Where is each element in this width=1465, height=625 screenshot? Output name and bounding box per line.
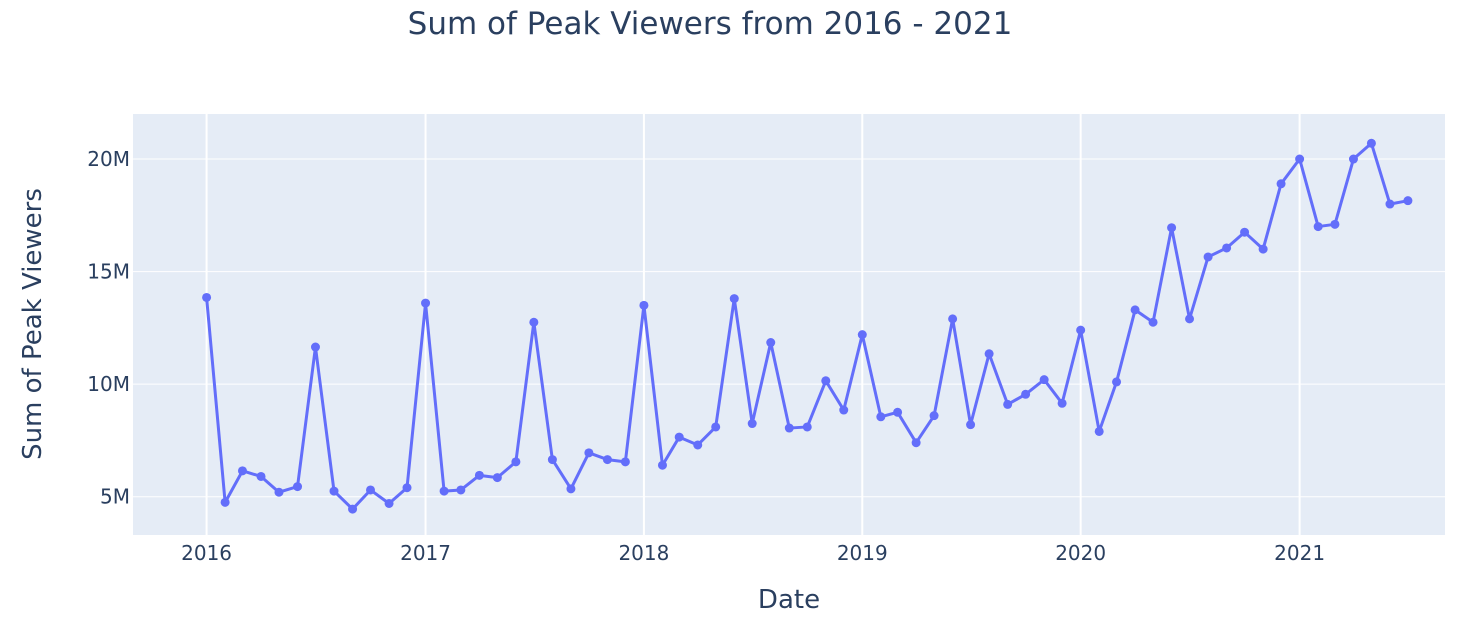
data-point[interactable] (366, 485, 376, 495)
data-point[interactable] (439, 486, 449, 496)
data-point[interactable] (1003, 399, 1013, 409)
data-point[interactable] (729, 294, 739, 304)
data-point[interactable] (1348, 154, 1358, 164)
data-point[interactable] (1403, 196, 1413, 206)
data-point[interactable] (566, 484, 576, 494)
y-axis-title: Sum of Peak Viewers (18, 188, 48, 460)
data-point[interactable] (1112, 377, 1122, 387)
data-point[interactable] (1222, 243, 1232, 253)
x-tick-label: 2020 (1055, 541, 1106, 565)
series-layer (202, 138, 1413, 514)
data-point[interactable] (402, 483, 412, 493)
data-point[interactable] (529, 317, 539, 327)
data-point[interactable] (1021, 389, 1031, 399)
data-point[interactable] (766, 338, 776, 348)
data-point[interactable] (1185, 314, 1195, 324)
x-axis-ticks: 2016 2017 2018 2019 2020 2021 (181, 541, 1325, 565)
data-point[interactable] (1076, 325, 1086, 335)
data-point[interactable] (421, 298, 431, 308)
data-point[interactable] (966, 420, 976, 430)
data-point[interactable] (310, 342, 320, 352)
data-point[interactable] (1330, 219, 1340, 229)
y-tick-label: 15M (87, 260, 130, 284)
data-point[interactable] (1057, 398, 1067, 408)
data-point[interactable] (584, 448, 594, 458)
data-point[interactable] (602, 455, 612, 465)
data-point[interactable] (948, 314, 958, 324)
data-point[interactable] (237, 466, 247, 476)
data-point[interactable] (474, 470, 484, 480)
data-point[interactable] (984, 349, 994, 359)
data-point[interactable] (1094, 426, 1104, 436)
data-point[interactable] (256, 471, 266, 481)
data-point[interactable] (747, 419, 757, 429)
data-point[interactable] (384, 498, 394, 508)
data-point[interactable] (1276, 179, 1286, 189)
x-tick-label: 2019 (837, 541, 888, 565)
data-point[interactable] (274, 487, 284, 497)
data-point[interactable] (893, 407, 903, 417)
data-point[interactable] (1148, 317, 1158, 327)
data-point[interactable] (929, 411, 939, 421)
data-point[interactable] (839, 405, 849, 415)
y-tick-label: 20M (87, 147, 130, 171)
data-point[interactable] (911, 438, 921, 448)
chart-title: Sum of Peak Viewers from 2016 - 2021 (408, 6, 1013, 42)
x-tick-label: 2021 (1274, 541, 1325, 565)
data-point[interactable] (821, 376, 831, 386)
data-point[interactable] (511, 457, 521, 467)
data-point[interactable] (657, 460, 667, 470)
data-point[interactable] (1258, 244, 1268, 254)
plot-area (133, 114, 1445, 535)
data-point[interactable] (1130, 305, 1140, 315)
data-point[interactable] (1366, 138, 1376, 148)
x-tick-label: 2018 (618, 541, 669, 565)
x-axis-title: Date (758, 585, 820, 615)
data-point[interactable] (1385, 199, 1395, 209)
data-point[interactable] (220, 497, 230, 507)
data-point[interactable] (1240, 227, 1250, 237)
data-point[interactable] (293, 482, 303, 492)
data-point[interactable] (202, 292, 212, 302)
data-point[interactable] (857, 330, 867, 340)
data-point[interactable] (674, 432, 684, 442)
data-point[interactable] (639, 300, 649, 310)
y-tick-label: 10M (87, 372, 130, 396)
data-point[interactable] (492, 473, 502, 483)
data-point[interactable] (711, 422, 721, 432)
gridlines (133, 114, 1445, 535)
data-point[interactable] (784, 423, 794, 433)
x-tick-label: 2017 (400, 541, 451, 565)
data-point[interactable] (329, 486, 339, 496)
data-point[interactable] (547, 455, 557, 465)
data-point[interactable] (1313, 222, 1323, 232)
data-point[interactable] (1203, 252, 1213, 262)
data-point[interactable] (802, 422, 812, 432)
data-point[interactable] (620, 457, 630, 467)
data-point[interactable] (1295, 154, 1305, 164)
data-point[interactable] (456, 485, 466, 495)
data-point[interactable] (1039, 375, 1049, 385)
data-point[interactable] (693, 440, 703, 450)
x-tick-label: 2016 (181, 541, 232, 565)
data-point[interactable] (876, 412, 886, 422)
data-point[interactable] (1167, 223, 1177, 233)
data-point[interactable] (348, 504, 358, 514)
y-axis-ticks: 5M 10M 15M 20M (87, 147, 130, 509)
y-tick-label: 5M (100, 485, 130, 509)
